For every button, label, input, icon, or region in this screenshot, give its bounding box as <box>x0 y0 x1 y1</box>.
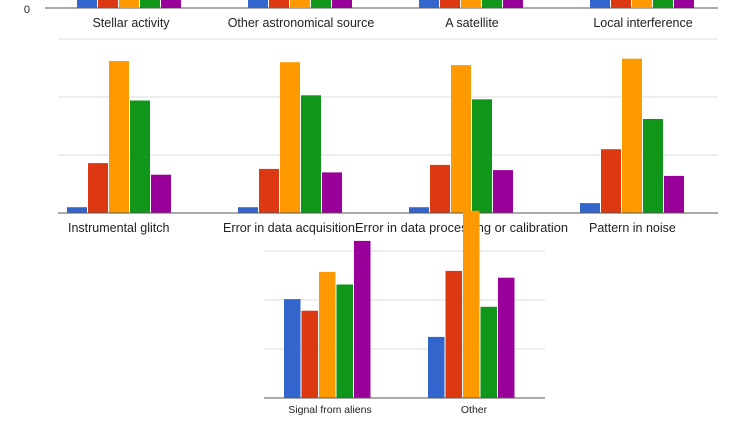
bar <box>674 0 694 8</box>
category-label: Signal from aliens <box>288 404 371 416</box>
bar <box>161 0 181 8</box>
bar <box>611 0 631 8</box>
bars-group <box>284 210 515 398</box>
bar <box>463 210 480 398</box>
bar <box>311 0 331 8</box>
bar <box>354 240 371 398</box>
bar <box>643 119 663 213</box>
bar <box>461 0 481 8</box>
bar <box>480 306 497 398</box>
bar <box>88 163 108 213</box>
bar <box>482 0 502 8</box>
bar <box>503 0 523 8</box>
bar <box>440 0 460 8</box>
bar <box>622 58 642 214</box>
y-tick-label-0: 0 <box>24 4 30 16</box>
bar <box>151 174 171 213</box>
category-label: Stellar activity <box>92 16 170 30</box>
bar <box>290 0 310 8</box>
panel-middle: Instrumental glitch Error in data acquis… <box>58 58 718 235</box>
bar <box>119 0 139 8</box>
category-label: Local interference <box>593 16 692 30</box>
bar <box>332 0 352 8</box>
bar <box>601 149 621 213</box>
bar <box>140 0 160 8</box>
panel-bottom: Signal from aliens Other <box>264 210 545 416</box>
bar <box>322 172 342 213</box>
bar <box>109 61 129 213</box>
bar <box>498 277 515 398</box>
bar <box>590 0 610 8</box>
category-label: Other astronomical source <box>228 16 375 30</box>
bar <box>419 0 439 8</box>
bar <box>259 168 279 213</box>
bar <box>130 100 150 213</box>
category-label: Instrumental glitch <box>68 221 169 235</box>
bar <box>653 0 673 8</box>
bar <box>284 299 301 398</box>
bar <box>472 99 492 213</box>
category-label: Error in data processing or calibration <box>355 221 568 235</box>
bar <box>632 0 652 8</box>
category-label: Error in data acquisition <box>223 221 355 235</box>
bar <box>580 203 600 213</box>
bar <box>493 170 513 213</box>
category-label: Other <box>461 404 488 416</box>
bar <box>280 62 300 214</box>
bar <box>664 175 684 213</box>
bar <box>409 207 429 213</box>
category-label: Pattern in noise <box>589 221 676 235</box>
bars-group <box>67 58 684 214</box>
bar <box>430 164 450 213</box>
bars-group <box>77 0 694 8</box>
bar <box>445 270 462 398</box>
bar <box>67 207 87 213</box>
bar <box>451 65 471 213</box>
bar <box>301 310 318 398</box>
bar <box>248 0 268 8</box>
bar <box>319 271 336 398</box>
bar <box>301 95 321 213</box>
bar <box>336 284 353 398</box>
bar <box>238 207 258 213</box>
bar <box>269 0 289 8</box>
category-label: A satellite <box>445 16 499 30</box>
panel-top: 0 Stellar activity Other astronomical so… <box>24 0 718 40</box>
bar <box>98 0 118 8</box>
bar <box>77 0 97 8</box>
bar <box>428 336 445 398</box>
